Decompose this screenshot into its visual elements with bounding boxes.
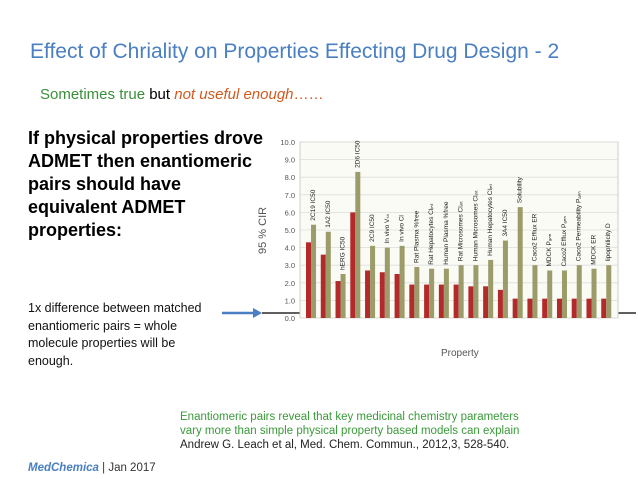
bar-series-2 xyxy=(488,259,494,318)
bar-series-1 xyxy=(424,284,430,318)
category-label: MDCK ER xyxy=(590,234,597,264)
bar-series-2 xyxy=(591,268,597,318)
bar-series-2 xyxy=(547,270,553,318)
category-label: Rat Hepatocytes Clᵢₙₜ xyxy=(428,203,435,265)
caption-line-2: vary more than simple physical property … xyxy=(180,425,520,437)
y-tick-label: 0.0 xyxy=(285,314,295,323)
caption: Enantiomeric pairs reveal that key medic… xyxy=(180,410,630,452)
y-tick-label: 1.0 xyxy=(285,296,295,305)
bar-series-2 xyxy=(325,231,331,318)
category-label: Caco2 Permeability Pₐₙₙ xyxy=(576,191,583,262)
bar-series-2 xyxy=(502,240,508,318)
y-tick-label: 5.0 xyxy=(285,226,295,235)
chart-y-axis-label: 95 % CIR xyxy=(257,207,269,254)
bar-series-2 xyxy=(399,245,405,318)
y-tick-label: 3.0 xyxy=(285,261,295,270)
category-label: 2C19 IC50 xyxy=(310,189,317,220)
bar-series-2 xyxy=(458,265,464,318)
category-label: In vivo Vₛₛ xyxy=(384,213,391,243)
y-tick-label: 4.0 xyxy=(285,244,295,253)
category-label: 2D6 IC50 xyxy=(354,140,361,168)
bar-series-2 xyxy=(340,274,346,318)
category-label: lipophilicity D xyxy=(605,223,612,261)
category-label: Caco2 Efflux ER xyxy=(531,213,538,261)
bar-series-2 xyxy=(576,265,582,318)
footer: MedChemica | Jan 2017 xyxy=(28,462,156,474)
category-label: Rat Microsomes Clᵢₙₜ xyxy=(458,201,465,262)
y-tick-label: 8.0 xyxy=(285,173,295,182)
category-label: hERG IC50 xyxy=(340,236,347,270)
bar-series-1 xyxy=(571,298,577,318)
bar-series-2 xyxy=(532,265,538,318)
bar-series-1 xyxy=(527,298,533,318)
subtitle-but: but xyxy=(145,86,175,103)
bar-series-1 xyxy=(468,286,474,318)
bar-series-1 xyxy=(497,289,503,318)
bar-series-2 xyxy=(355,171,361,318)
footer-date: | Jan 2017 xyxy=(98,462,156,474)
y-tick-label: 10.0 xyxy=(280,138,295,147)
bar-series-1 xyxy=(394,274,400,318)
category-label: MDCK Pₐₙₙ xyxy=(546,233,553,266)
caption-citation: Andrew G. Leach et al, Med. Chem. Commun… xyxy=(180,439,510,451)
bar-series-1 xyxy=(483,286,489,318)
bar-series-1 xyxy=(542,298,548,318)
y-tick-label: 7.0 xyxy=(285,191,295,200)
bar-series-1 xyxy=(320,254,326,318)
category-label: Human Hepatocytes Clᵢₙₜ xyxy=(487,183,494,255)
slide-subtitle: Sometimes true but not useful enough…… xyxy=(40,86,324,103)
category-label: Rat Plasma %free xyxy=(413,210,420,263)
chart-x-axis-label: Property xyxy=(441,348,479,359)
bar-series-1 xyxy=(379,272,385,318)
bar-series-2 xyxy=(473,265,479,318)
bar-series-1 xyxy=(350,212,356,318)
bar-series-2 xyxy=(311,224,317,318)
bar-series-2 xyxy=(443,268,449,318)
chart-bars xyxy=(306,171,612,318)
brand-logo-text: MedChemica xyxy=(28,462,99,474)
y-tick-label: 6.0 xyxy=(285,208,295,217)
category-label: In vivo Cl xyxy=(399,215,406,242)
bar-series-2 xyxy=(606,265,612,318)
category-label: Solubility xyxy=(517,176,524,203)
category-label: Human Plasma %free xyxy=(443,201,450,265)
claim-text: If physical properties drove ADMET then … xyxy=(28,128,264,240)
chart-y-ticks: 0.0 1.0 2.0 3.0 4.0 5.0 6.0 7.0 8.0 9.0 10.0 xyxy=(280,138,295,323)
category-label: 1A2 IC50 xyxy=(325,200,332,227)
bar-series-1 xyxy=(556,298,562,318)
bar-series-1 xyxy=(365,270,371,318)
bar-series-1 xyxy=(586,298,592,318)
bar-series-2 xyxy=(517,207,523,318)
bar-series-2 xyxy=(370,245,376,318)
subtitle-not-useful: not useful enough xyxy=(174,86,294,103)
bar-series-2 xyxy=(414,266,420,318)
bar-series-2 xyxy=(561,270,567,318)
category-label: 2C9 IC50 xyxy=(369,214,376,242)
slide-title: Effect of Chriality on Properties Effect… xyxy=(30,40,560,63)
chart-figure: 0.0 1.0 2.0 3.0 4.0 5.0 6.0 7.0 8.0 9.0 10.0 2C19 … xyxy=(250,130,625,370)
bar-series-1 xyxy=(438,284,444,318)
bar-series-1 xyxy=(306,242,312,318)
category-label: Caco2 Efflux Pₐₙₙ xyxy=(561,216,568,267)
bar-series-1 xyxy=(601,298,607,318)
bar-series-1 xyxy=(409,284,415,318)
subtitle-ellipsis: …… xyxy=(293,86,324,103)
category-label: Human Microsomes Clᵢₙₜ xyxy=(472,190,479,261)
caption-line-1: Enantiomeric pairs reveal that key medic… xyxy=(180,411,519,423)
bar-chart: 0.0 1.0 2.0 3.0 4.0 5.0 6.0 7.0 8.0 9.0 10.0 2C19 … xyxy=(257,138,619,359)
subtitle-sometimes-true: Sometimes true xyxy=(40,86,146,103)
category-label: 3A4 IC50 xyxy=(502,209,509,236)
bar-series-2 xyxy=(384,247,390,318)
bar-series-1 xyxy=(335,281,341,318)
bar-series-2 xyxy=(429,268,435,318)
chart-category-labels: 2C19 IC50 1A2 IC50 hERG IC50 2D6 IC50 2C9 IC… xyxy=(310,140,612,270)
y-tick-label: 2.0 xyxy=(285,279,295,288)
y-tick-label: 9.0 xyxy=(285,156,295,165)
bar-series-1 xyxy=(453,284,459,318)
note-text: 1x difference between matched enantiomer… xyxy=(28,301,202,368)
bar-series-1 xyxy=(512,298,518,318)
